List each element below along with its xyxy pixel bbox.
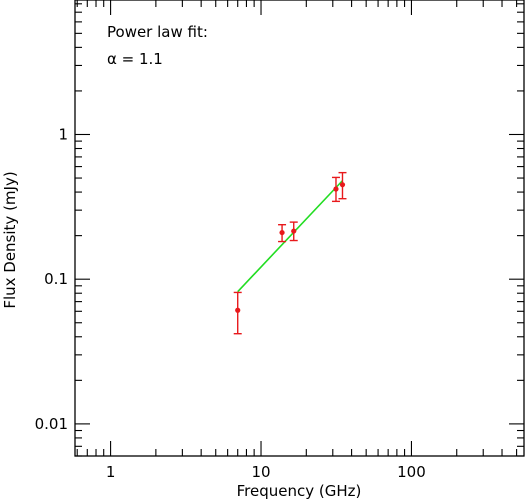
fit-layer	[237, 180, 344, 293]
annotation-fit-title: Power law fit:	[107, 23, 208, 41]
annotation-alpha: α = 1.1	[107, 50, 163, 68]
data-point	[339, 182, 346, 188]
data-point	[279, 229, 285, 236]
y-tick-label: 0.1	[44, 270, 68, 288]
x-tick-label: 100	[397, 463, 426, 481]
x-tick-label: 1	[106, 463, 116, 481]
x-axis-label: Frequency (GHz)	[237, 482, 362, 500]
y-tick-label: 0.01	[35, 415, 68, 433]
y-axis-label: Flux Density (mJy)	[1, 171, 19, 308]
power-law-fit-line	[237, 180, 344, 293]
x-tick-label: 10	[251, 463, 270, 481]
axis-tick-labels: 1 10 100 0.01 0.1 1	[35, 125, 426, 481]
data-point	[235, 307, 241, 313]
data-point	[333, 186, 339, 192]
y-tick-label: 1	[58, 125, 68, 143]
data-points-layer	[233, 171, 347, 335]
axis-ticks	[75, 0, 524, 457]
data-point	[291, 228, 297, 234]
plot-frame	[74, 0, 525, 457]
